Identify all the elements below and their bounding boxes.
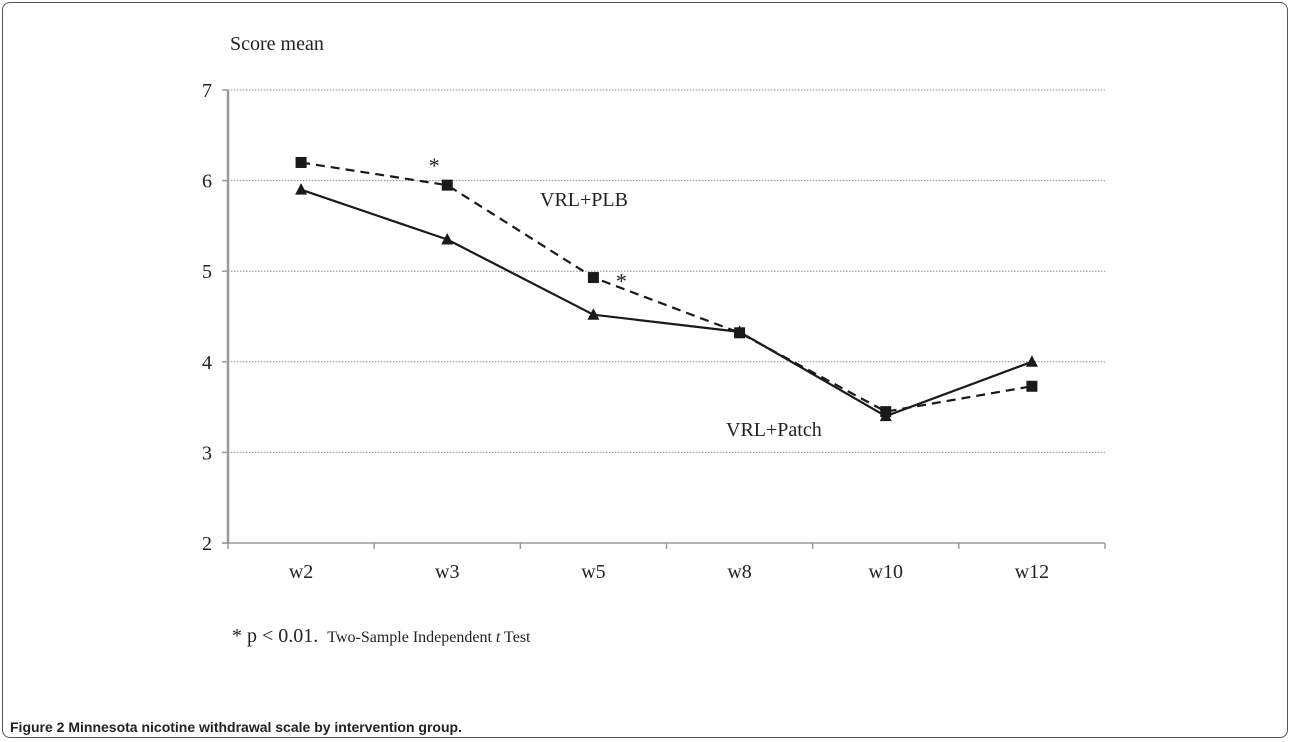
series-markers: [295, 156, 1038, 422]
caption-label: Figure 2: [10, 719, 65, 735]
y-tick-label: 5: [202, 261, 212, 283]
marker-vrl-plb-w5: [587, 272, 599, 284]
marker-vrl-patch-w8: [733, 325, 746, 337]
series-line-vrl-plb: [300, 161, 1033, 413]
marker-vrl-patch-w5: [587, 308, 600, 320]
y-axis-label: Score mean: [230, 33, 324, 55]
footnote-italic: t: [496, 629, 501, 646]
footnote-text: Two-Sample Independent: [327, 629, 496, 646]
x-tick-label-w8: w8: [727, 561, 751, 583]
y-tick-label: 2: [202, 533, 212, 555]
marker-vrl-patch-w10: [879, 409, 892, 422]
gridlines: [228, 89, 1105, 453]
footnote-text-end: Test: [500, 629, 531, 646]
x-tick-label-w3: w3: [435, 561, 459, 583]
significance-asterisk-w5: *: [616, 269, 627, 294]
y-tick-label: 3: [202, 442, 212, 464]
series-label-vrl-plb: VRL+PLB: [540, 189, 628, 211]
marker-vrl-patch-w12: [1025, 355, 1038, 367]
x-tick-label-w2: w2: [289, 561, 313, 583]
axes: [222, 89, 1106, 549]
y-tick-label: 6: [202, 171, 212, 193]
marker-vrl-plb-w2: [295, 156, 307, 168]
marker-vrl-patch-w3: [441, 232, 454, 245]
marker-vrl-plb-w3: [441, 179, 453, 191]
x-tick-label-w5: w5: [581, 561, 605, 583]
marker-vrl-patch-w2: [295, 183, 308, 195]
caption-text: Minnesota nicotine withdrawal scale by i…: [68, 719, 462, 735]
series-lines: [300, 161, 1033, 418]
series-label-vrl-patch: VRL+Patch: [726, 419, 822, 441]
significance-markers: **: [429, 153, 627, 293]
footnote-prefix: * p < 0.01.: [232, 625, 318, 647]
x-tick-labels: w2 w3 w5 w8 w10 w12: [289, 561, 1049, 583]
marker-vrl-plb-w12: [1026, 380, 1038, 392]
x-tick-label-w10: w10: [869, 561, 903, 583]
x-tick-label-w12: w12: [1015, 561, 1049, 583]
y-tick-label: 7: [202, 80, 212, 102]
significance-asterisk-w3: *: [429, 153, 440, 178]
footnote: * p < 0.01. Two-Sample Independent t Tes…: [232, 625, 531, 647]
series-line-vrl-patch: [300, 188, 1033, 418]
figure-caption: Figure 2 Minnesota nicotine withdrawal s…: [10, 719, 462, 735]
y-tick-labels: 2 3 4 5 6 7: [202, 80, 212, 555]
y-tick-label: 4: [202, 352, 212, 374]
